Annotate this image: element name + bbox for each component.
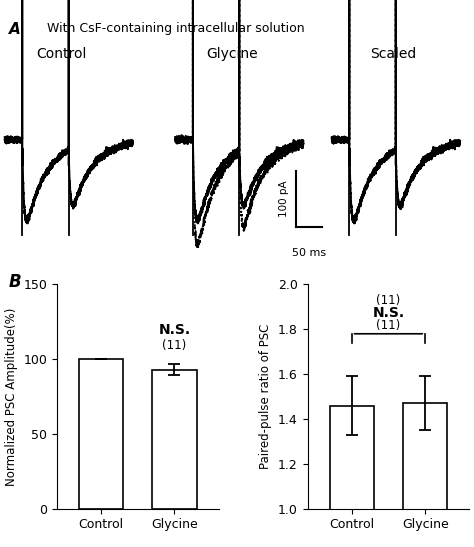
Bar (79, 359, 123, 509)
Text: A: A (9, 21, 21, 37)
Bar (329, 405, 374, 547)
Text: (11): (11) (163, 339, 187, 352)
Y-axis label: Normalized PSC Amplitude(%): Normalized PSC Amplitude(%) (5, 307, 18, 486)
Text: B: B (9, 273, 21, 291)
Text: (11): (11) (376, 294, 401, 307)
Text: 100 pA: 100 pA (279, 181, 289, 217)
Bar (153, 370, 197, 509)
Text: N.S.: N.S. (158, 323, 191, 337)
Text: Control: Control (36, 47, 87, 61)
Text: 50 ms: 50 ms (292, 248, 326, 258)
Text: With CsF-containing intracellular solution: With CsF-containing intracellular soluti… (47, 21, 305, 34)
Text: Scaled: Scaled (370, 47, 417, 61)
Y-axis label: Paired-pulse ratio of PSC: Paired-pulse ratio of PSC (259, 324, 273, 469)
Text: N.S.: N.S. (373, 306, 404, 321)
Bar (403, 403, 447, 547)
Text: (11): (11) (376, 318, 401, 331)
Text: Glycine: Glycine (207, 47, 258, 61)
